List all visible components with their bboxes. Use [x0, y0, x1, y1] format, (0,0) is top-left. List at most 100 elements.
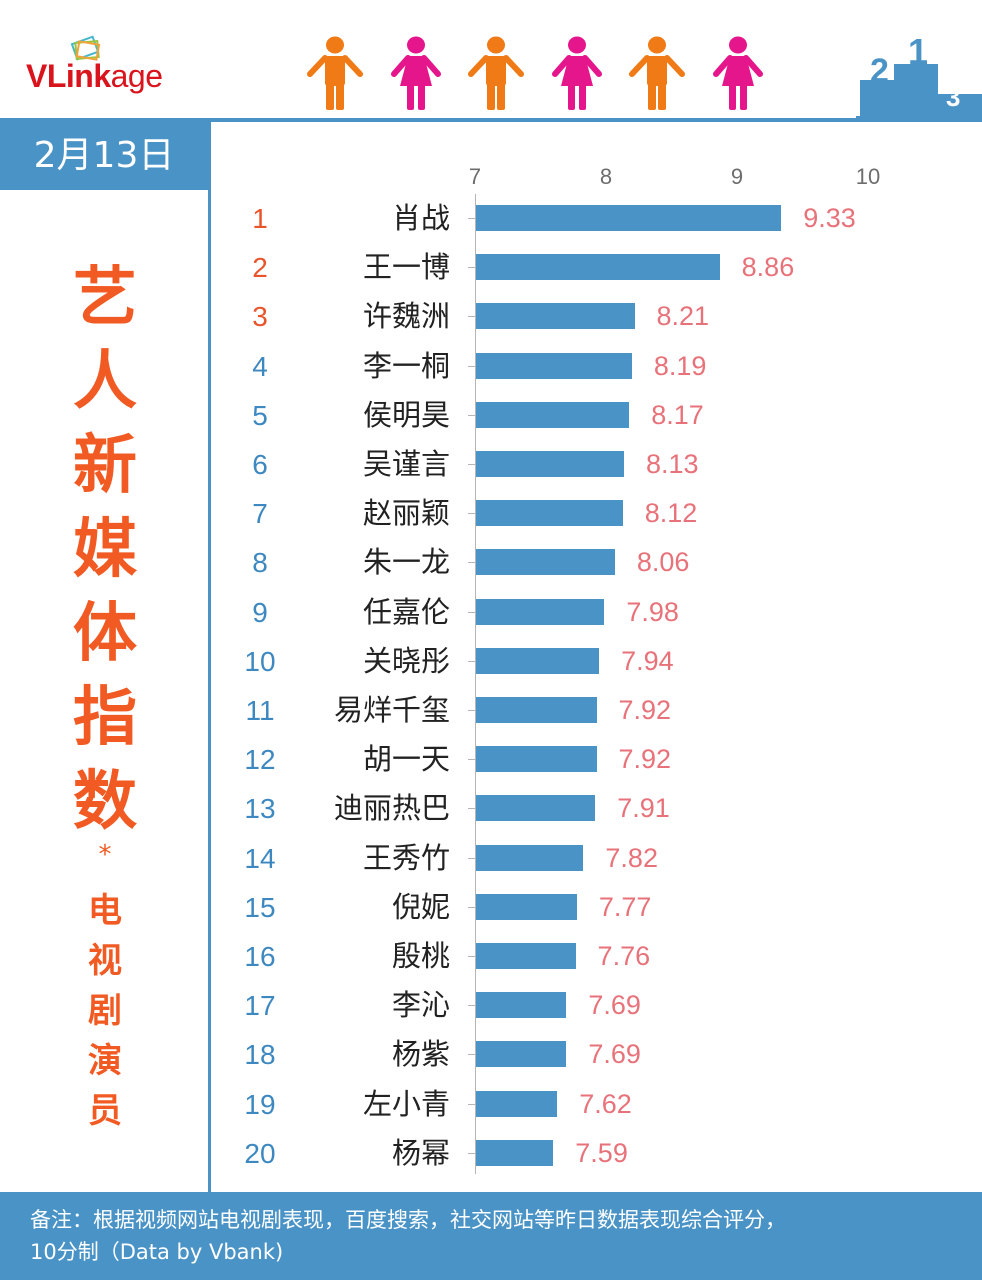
- title-char: 媒: [73, 513, 137, 587]
- chart-row: 13 迪丽热巴 7.91: [220, 784, 980, 833]
- footer-note-line2: 10分制（Data by Vbank): [30, 1240, 284, 1264]
- subtitle-char: 视: [88, 941, 122, 981]
- value-label: 8.13: [646, 449, 699, 479]
- footer-note: 备注：根据视频网站电视剧表现，百度搜索，社交网站等昨日数据表现综合评分， 10分…: [0, 1192, 982, 1280]
- subtitle-char: 电: [88, 891, 122, 931]
- chart-row: 12 胡一天 7.92: [220, 735, 980, 784]
- chart-row: 1 肖战 9.33: [220, 194, 980, 243]
- bar: [476, 746, 597, 773]
- x-tick-label: 7: [468, 164, 482, 189]
- y-tick-mark: [468, 759, 475, 761]
- bar: [476, 254, 720, 281]
- y-axis-line: [475, 194, 476, 1174]
- artist-name: 倪妮: [391, 889, 450, 924]
- y-tick-mark: [468, 857, 475, 859]
- bar: [476, 549, 615, 576]
- artist-name: 侯明昊: [362, 397, 450, 432]
- y-tick-mark: [468, 1103, 475, 1105]
- chart-row: 3 许魏洲 8.21: [220, 292, 980, 341]
- bar: [476, 451, 625, 477]
- bar: [476, 352, 632, 379]
- chart-row: 15 倪妮 7.77: [220, 883, 980, 932]
- rank-number: 15: [244, 891, 276, 923]
- chart-title-vertical: 艺人新媒体指数: [60, 256, 150, 844]
- value-label: 9.33: [803, 203, 856, 233]
- female-figure-icon: [390, 36, 441, 110]
- rank-number: 16: [244, 941, 276, 972]
- male-figure-icon: [307, 36, 363, 110]
- value-label: 7.76: [597, 941, 651, 971]
- y-tick-mark: [468, 1152, 475, 1154]
- rank-number: 12: [244, 744, 276, 776]
- rank-number: 2: [252, 252, 268, 284]
- rank-number: 5: [252, 399, 268, 431]
- artist-name: 杨紫: [391, 1037, 450, 1072]
- bar: [476, 647, 600, 674]
- bar: [476, 1139, 554, 1166]
- bar: [476, 598, 605, 625]
- chart-row: 16 殷桃 7.76: [220, 932, 980, 981]
- bar: [476, 893, 577, 920]
- chart-row: 5 侯明昊 8.17: [220, 391, 980, 440]
- podium-icon: 2 1 3: [856, 31, 982, 122]
- title-char: 体: [73, 597, 137, 671]
- subtitle-char: 员: [88, 1091, 122, 1131]
- artist-name: 吴谨言: [362, 447, 450, 481]
- y-tick-mark: [468, 464, 475, 465]
- y-tick-mark: [468, 808, 475, 810]
- bar: [476, 795, 596, 822]
- y-tick-mark: [468, 218, 475, 219]
- value-label: 7.94: [621, 645, 674, 676]
- value-label: 7.91: [617, 793, 670, 824]
- chart-row: 10 关晓彤 7.94: [220, 637, 980, 686]
- y-tick-mark: [468, 660, 475, 662]
- artist-name: 许魏洲: [362, 299, 450, 334]
- chart-row: 9 任嘉伦 7.98: [220, 588, 980, 637]
- female-figure-icon: [551, 36, 602, 110]
- rank-number: 9: [252, 596, 268, 628]
- bar: [476, 1041, 567, 1068]
- male-figure-icon: [629, 36, 685, 110]
- bar: [476, 943, 576, 969]
- rank-number: 13: [244, 793, 276, 825]
- rank-number: 18: [244, 1039, 276, 1071]
- artist-name: 王一博: [362, 250, 450, 285]
- rank-number: 4: [252, 350, 268, 382]
- artist-name: 迪丽热巴: [333, 791, 450, 826]
- rank-number: 1: [252, 203, 268, 234]
- rank-number: 7: [252, 498, 268, 530]
- artist-name: 李沁: [391, 988, 450, 1023]
- bar: [476, 1090, 558, 1117]
- rank-number: 10: [244, 645, 276, 677]
- chart-row: 2 王一博 8.86: [220, 243, 980, 292]
- rank-number: 19: [244, 1088, 276, 1120]
- title-char: 人: [73, 345, 137, 419]
- chart-row: 17 李沁 7.69: [220, 981, 980, 1030]
- value-label: 8.19: [653, 350, 707, 381]
- value-label: 8.06: [636, 547, 690, 578]
- subtitle-char: 演: [88, 1041, 122, 1081]
- date-label: 2月13日: [0, 122, 208, 190]
- chart-row: 7 赵丽颖 8.12: [220, 489, 980, 538]
- chart-row: 11 易烊千玺 7.92: [220, 686, 980, 735]
- artist-name: 关晓彤: [362, 643, 450, 678]
- x-tick-label: 8: [599, 164, 613, 189]
- rank-number: 3: [252, 301, 268, 333]
- header: VLinkage: [0, 0, 982, 122]
- logo-text-light: age: [110, 58, 163, 94]
- artist-name: 易烊千玺: [333, 693, 450, 727]
- y-tick-mark: [468, 316, 475, 318]
- rank-number: 14: [244, 842, 276, 874]
- bar: [476, 992, 567, 1019]
- male-figure-icon: [468, 36, 524, 110]
- artist-name: 肖战: [391, 201, 450, 235]
- chart-row: 18 杨紫 7.69: [220, 1030, 980, 1079]
- header-divider: [0, 118, 982, 122]
- chart-row: 6 吴谨言 8.13: [220, 440, 980, 489]
- logo-text-bold: VLink: [26, 58, 111, 94]
- y-tick-mark: [468, 906, 475, 908]
- y-tick-mark: [468, 956, 475, 957]
- chart-row: 14 王秀竹 7.82: [220, 834, 980, 883]
- artist-name: 杨幂: [391, 1135, 450, 1170]
- y-tick-mark: [468, 611, 475, 613]
